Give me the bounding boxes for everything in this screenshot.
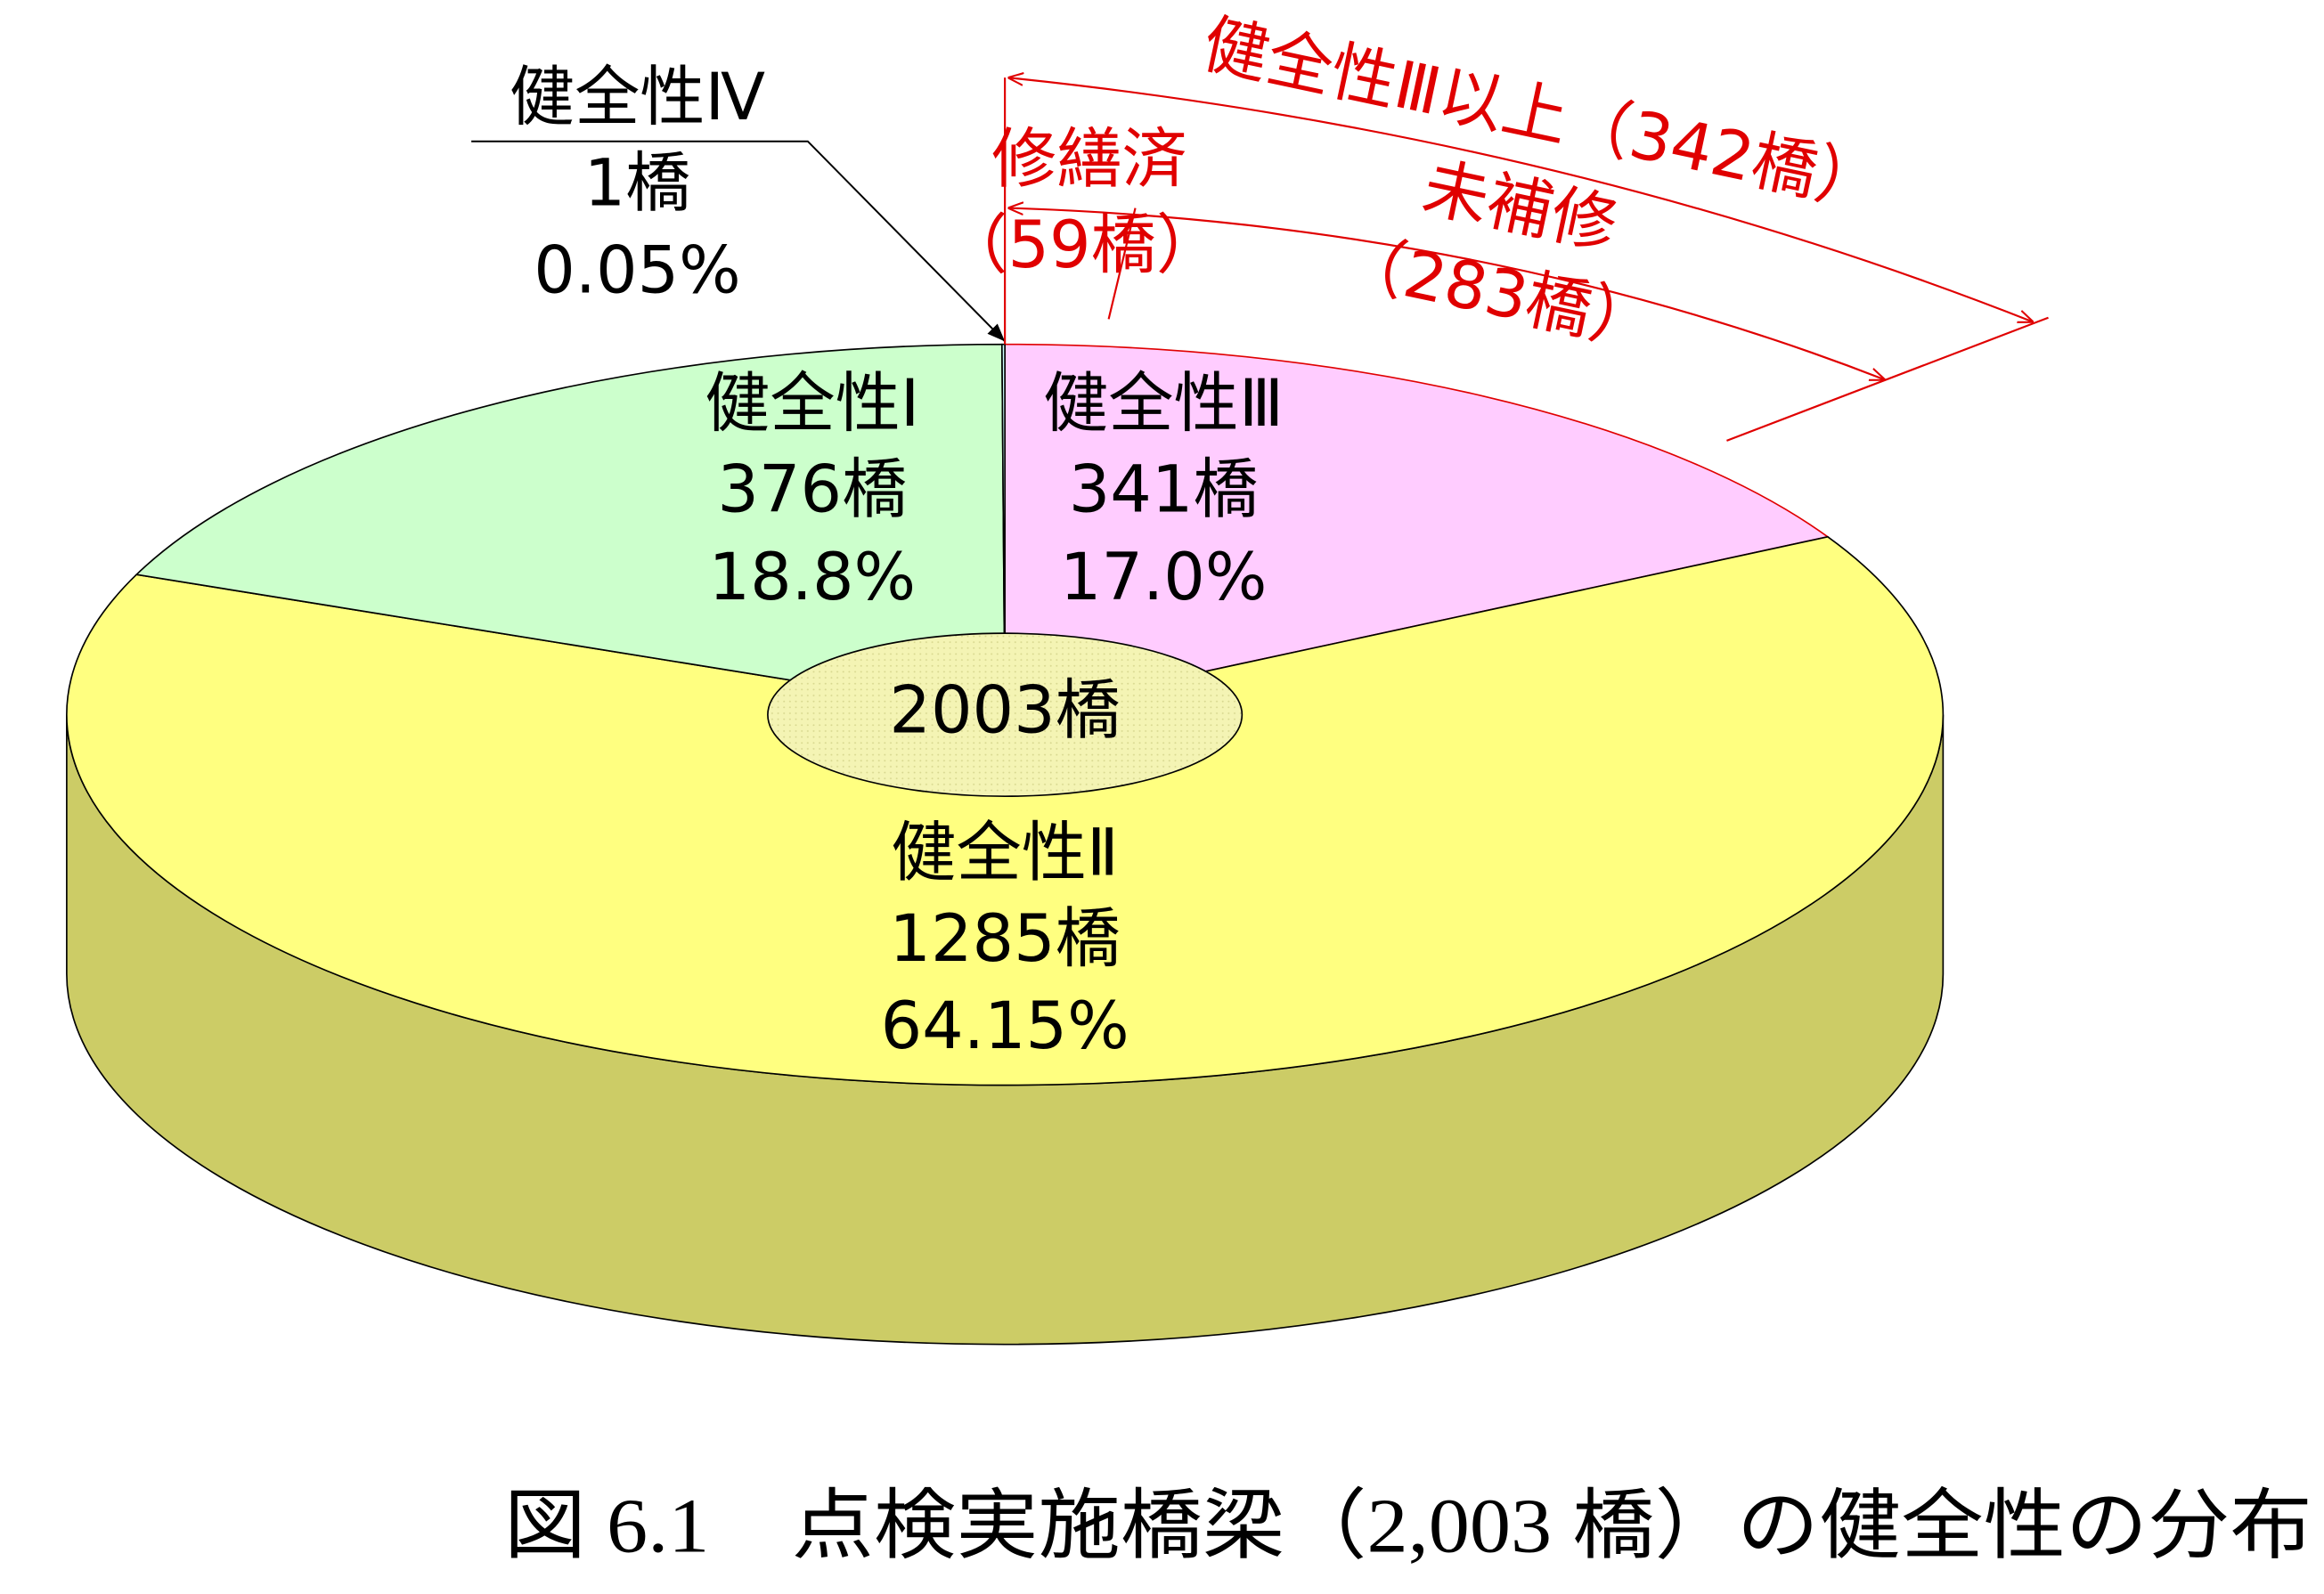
slice-count: 341橋 bbox=[1069, 452, 1259, 528]
slice-count: 1285橋 bbox=[889, 901, 1121, 977]
slice bbox=[135, 343, 1006, 716]
slice-count: 376橋 bbox=[717, 452, 907, 528]
bracket-line bbox=[1107, 207, 1137, 320]
annotation: 修繕済 bbox=[991, 122, 1187, 198]
slice-name: 健全性Ⅰ bbox=[705, 366, 919, 442]
bracket-line bbox=[1726, 316, 2049, 442]
slice bbox=[66, 535, 1945, 1086]
slice-name: 健全性Ⅳ bbox=[510, 60, 765, 135]
slice-count: 1橋 bbox=[584, 145, 691, 221]
slice-percent: 64.15% bbox=[881, 988, 1129, 1064]
annotation: （59橋） bbox=[942, 207, 1221, 283]
slice-percent: 0.05% bbox=[534, 232, 741, 308]
center-label: 2003橋 bbox=[889, 673, 1121, 749]
annotation: （283橋） bbox=[1333, 223, 1662, 363]
center-ellipse bbox=[767, 632, 1244, 797]
pie: 2003橋 bbox=[66, 343, 1945, 1346]
bracket-arc bbox=[1007, 77, 2033, 322]
bracket-arc bbox=[1007, 208, 1885, 380]
labels: 健全性Ⅲ 341橋 17.0% 健全性Ⅱ 1285橋 64.15% 健全性Ⅰ 376橋 18.8… bbox=[510, 60, 1284, 1064]
caption: 図 6.1 点検実施橋梁（2,003 橋）の健全性の分布 bbox=[504, 1484, 2312, 1569]
slice-percent: 17.0% bbox=[1060, 540, 1268, 615]
leader-line bbox=[471, 140, 1006, 343]
slice-name: 健全性Ⅲ bbox=[1043, 366, 1284, 442]
slice-name: 健全性Ⅱ bbox=[891, 815, 1119, 891]
slice-percent: 18.8% bbox=[709, 540, 917, 615]
